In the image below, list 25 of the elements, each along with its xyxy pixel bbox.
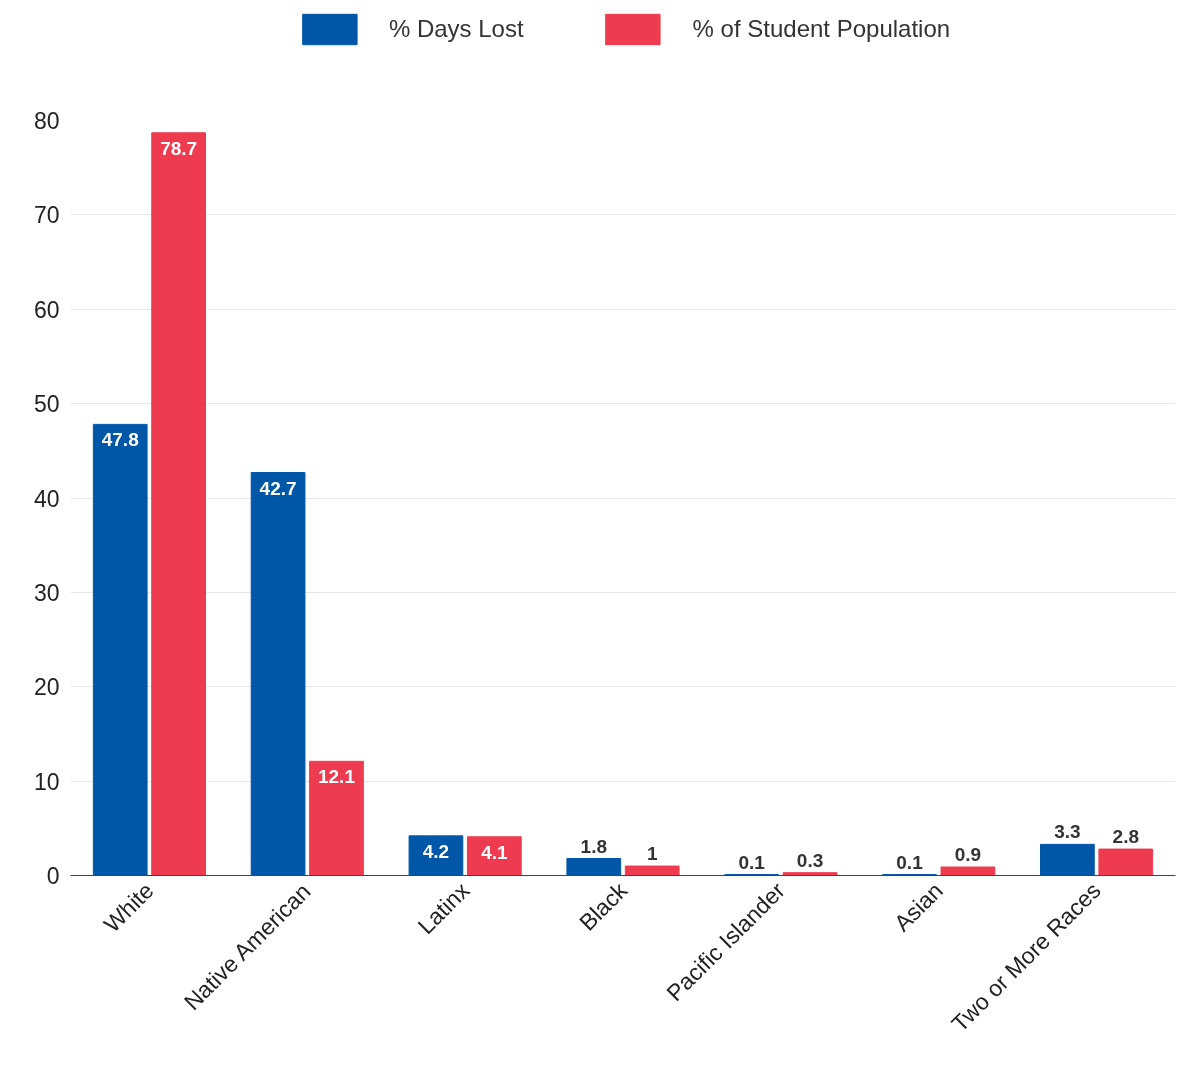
data-label: 42.7 xyxy=(259,477,297,499)
y-tick-label: 60 xyxy=(33,296,60,323)
y-tick-label: 20 xyxy=(33,674,60,701)
legend-label: % of Student Population xyxy=(692,15,951,43)
y-tick-label: 10 xyxy=(33,768,60,795)
y-tick-label: 50 xyxy=(33,391,60,418)
data-label: 1.8 xyxy=(580,835,608,857)
data-label: 0.9 xyxy=(954,844,982,866)
data-label: 4.1 xyxy=(481,841,508,863)
data-label: 12.1 xyxy=(318,766,356,788)
data-label: 2.8 xyxy=(1112,826,1139,848)
data-label: 0.3 xyxy=(796,849,824,871)
data-label: 4.2 xyxy=(422,840,450,862)
y-tick-label: 0 xyxy=(46,863,60,889)
y-tick-label: 70 xyxy=(33,202,60,229)
y-tick-label: 40 xyxy=(33,485,60,512)
data-label: 1 xyxy=(646,843,658,865)
data-label: 0.1 xyxy=(896,851,924,873)
data-label: 47.8 xyxy=(101,429,139,451)
y-tick-label: 30 xyxy=(33,579,60,606)
data-label: 3.3 xyxy=(1054,821,1081,843)
data-label: 0.1 xyxy=(738,851,766,873)
data-label: 78.7 xyxy=(160,137,198,159)
y-tick-label: 80 xyxy=(33,108,60,134)
legend-label: % Days Lost xyxy=(388,15,524,43)
